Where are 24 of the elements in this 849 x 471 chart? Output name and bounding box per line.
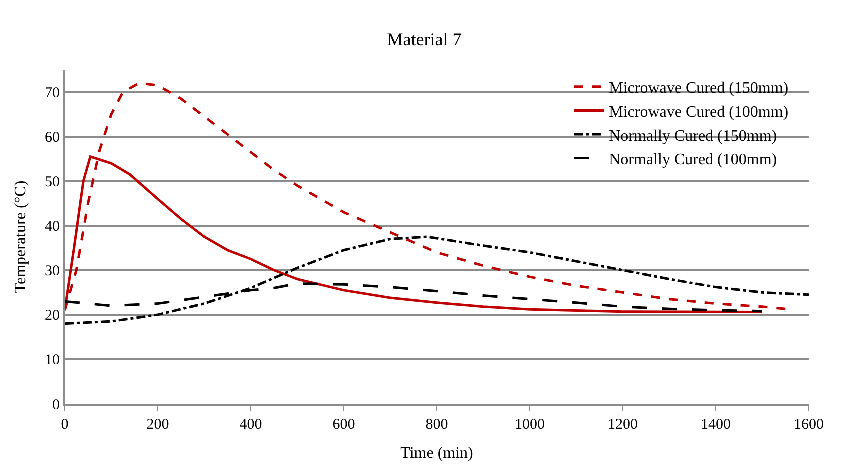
chart-title: Material 7 — [387, 30, 462, 50]
y-tick-label: 60 — [45, 130, 60, 146]
legend-label: Normally Cured (100mm) — [609, 152, 778, 169]
x-tick-label: 1400 — [701, 417, 731, 433]
y-tick-label: 50 — [45, 174, 60, 191]
legend-label: Normally Cured (150mm) — [609, 128, 778, 145]
x-tick-label: 400 — [240, 417, 262, 433]
x-tick-label: 200 — [146, 417, 170, 433]
x-tick-label: 600 — [332, 417, 356, 433]
y-tick-label: 0 — [52, 397, 60, 414]
legend-label: Microwave Cured (100mm) — [609, 104, 789, 121]
x-tick-label: 800 — [426, 417, 448, 433]
y-tick-label: 20 — [45, 308, 60, 324]
x-tick-label: 1600 — [794, 417, 824, 433]
x-axis-title: Time (min) — [400, 445, 474, 462]
x-tick-label: 1200 — [608, 417, 638, 433]
legend-label: Microwave Cured (150mm) — [609, 80, 789, 98]
y-tick-label: 40 — [45, 219, 60, 236]
y-tick-label: 30 — [45, 264, 60, 280]
line-series — [65, 236, 809, 326]
y-tick-label: 70 — [45, 86, 60, 102]
y-axis-title: Temperature (°C) — [12, 180, 30, 294]
y-tick-label: 10 — [45, 352, 60, 369]
x-tick-label: 1000 — [515, 417, 545, 433]
